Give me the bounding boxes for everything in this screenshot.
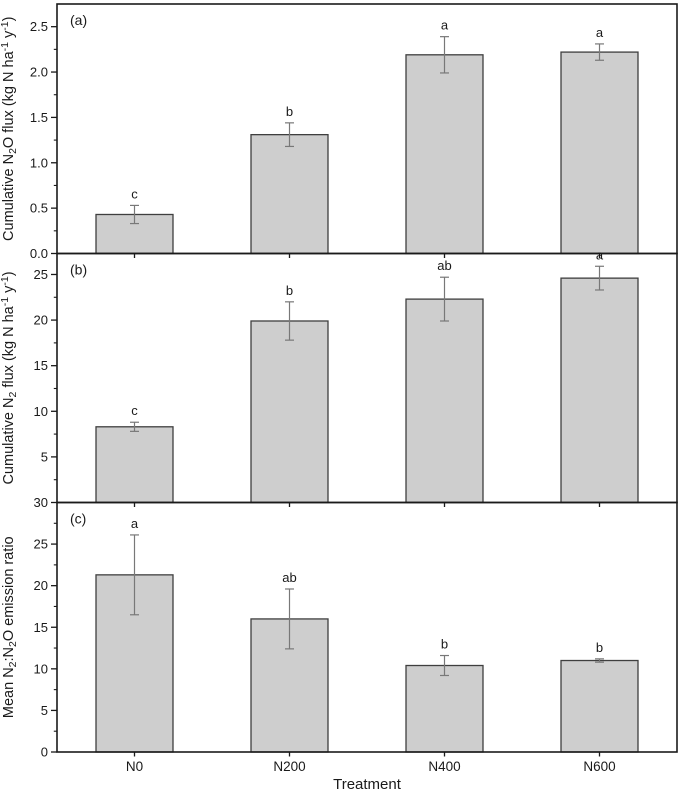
error-bar: [440, 276, 449, 322]
y-tick-label: 15: [34, 358, 48, 373]
panel-label: (c): [70, 511, 86, 527]
y-tick-label: 1.0: [30, 155, 48, 170]
sig-letter: c: [131, 403, 138, 418]
error-bar: [285, 122, 294, 148]
y-tick-label: 20: [34, 313, 48, 328]
error-bar: [440, 36, 449, 74]
y-tick-label: 25: [34, 537, 48, 552]
y-tick-label: 0.0: [30, 246, 48, 261]
y-axis-title: Cumulative N2O flux (kg N ha-1 y-1): [0, 17, 19, 241]
sig-letter: ab: [437, 258, 451, 273]
y-tick-label: 30: [34, 495, 48, 510]
error-bar: [130, 534, 139, 616]
y-tick-label: 1.5: [30, 110, 48, 125]
panel-label: (b): [70, 262, 87, 278]
error-bar: [595, 43, 604, 61]
error-bar: [130, 204, 139, 225]
y-tick-label: 0: [41, 745, 48, 760]
panel-label: (a): [70, 12, 87, 28]
error-bar: [595, 265, 604, 291]
panel-a: 0.0 0.5 1.0 1.5 2.0 2.5 c b a a (a) Cumulative N2O …: [0, 3, 678, 261]
bar-N400: [405, 298, 484, 504]
y-tick-label: 2.5: [30, 19, 48, 34]
y-tick-label: 5: [41, 703, 48, 718]
bar-N400: [405, 664, 484, 753]
error-bar: [440, 654, 449, 677]
y-axis-title: Cumulative N2 flux (kg N ha-1 y-1): [0, 271, 19, 484]
error-bar: [595, 658, 604, 663]
sig-letter: b: [286, 104, 293, 119]
sig-letter: ab: [282, 570, 296, 585]
sig-letter: b: [286, 283, 293, 298]
error-bar: [130, 421, 139, 432]
sig-letter: a: [131, 516, 139, 531]
category-label: N200: [273, 759, 305, 774]
panel-c: 0 5 10 15 20 25 30 a ab b b (c) Mean N2:N2O emission…: [1, 495, 678, 760]
y-tick-label: 2.0: [30, 65, 48, 80]
y-tick-label: 5: [41, 449, 48, 464]
sig-letter: b: [596, 640, 603, 655]
sig-letter: a: [596, 247, 604, 262]
bar-N0: [95, 426, 174, 504]
y-tick-label: 20: [34, 578, 48, 593]
error-bar: [285, 588, 294, 650]
panel-b: 5 10 15 20 25 c b ab a (b) Cumulative N2 flux (kg …: [0, 247, 678, 507]
category-label: N600: [583, 759, 615, 774]
sig-letter: a: [596, 25, 604, 40]
bar-N400: [405, 54, 484, 255]
bar-N200: [250, 320, 329, 504]
error-bar: [285, 301, 294, 341]
y-axis-title: Mean N2:N2O emission ratio: [1, 536, 19, 718]
sig-letter: c: [131, 186, 138, 201]
bar-N200: [250, 133, 329, 255]
y-tick-label: 15: [34, 620, 48, 635]
x-axis-title: Treatment: [333, 776, 402, 793]
sig-letter: b: [441, 637, 448, 652]
sig-letter: a: [441, 18, 449, 33]
y-tick-label: 10: [34, 404, 48, 419]
bar-N600: [560, 659, 639, 753]
y-tick-label: 0.5: [30, 201, 48, 216]
y-tick-label: 25: [34, 267, 48, 282]
category-label: N400: [428, 759, 460, 774]
bar-N600: [560, 277, 639, 504]
bar-N600: [560, 51, 639, 255]
category-label: N0: [126, 759, 143, 774]
y-tick-label: 10: [34, 661, 48, 676]
